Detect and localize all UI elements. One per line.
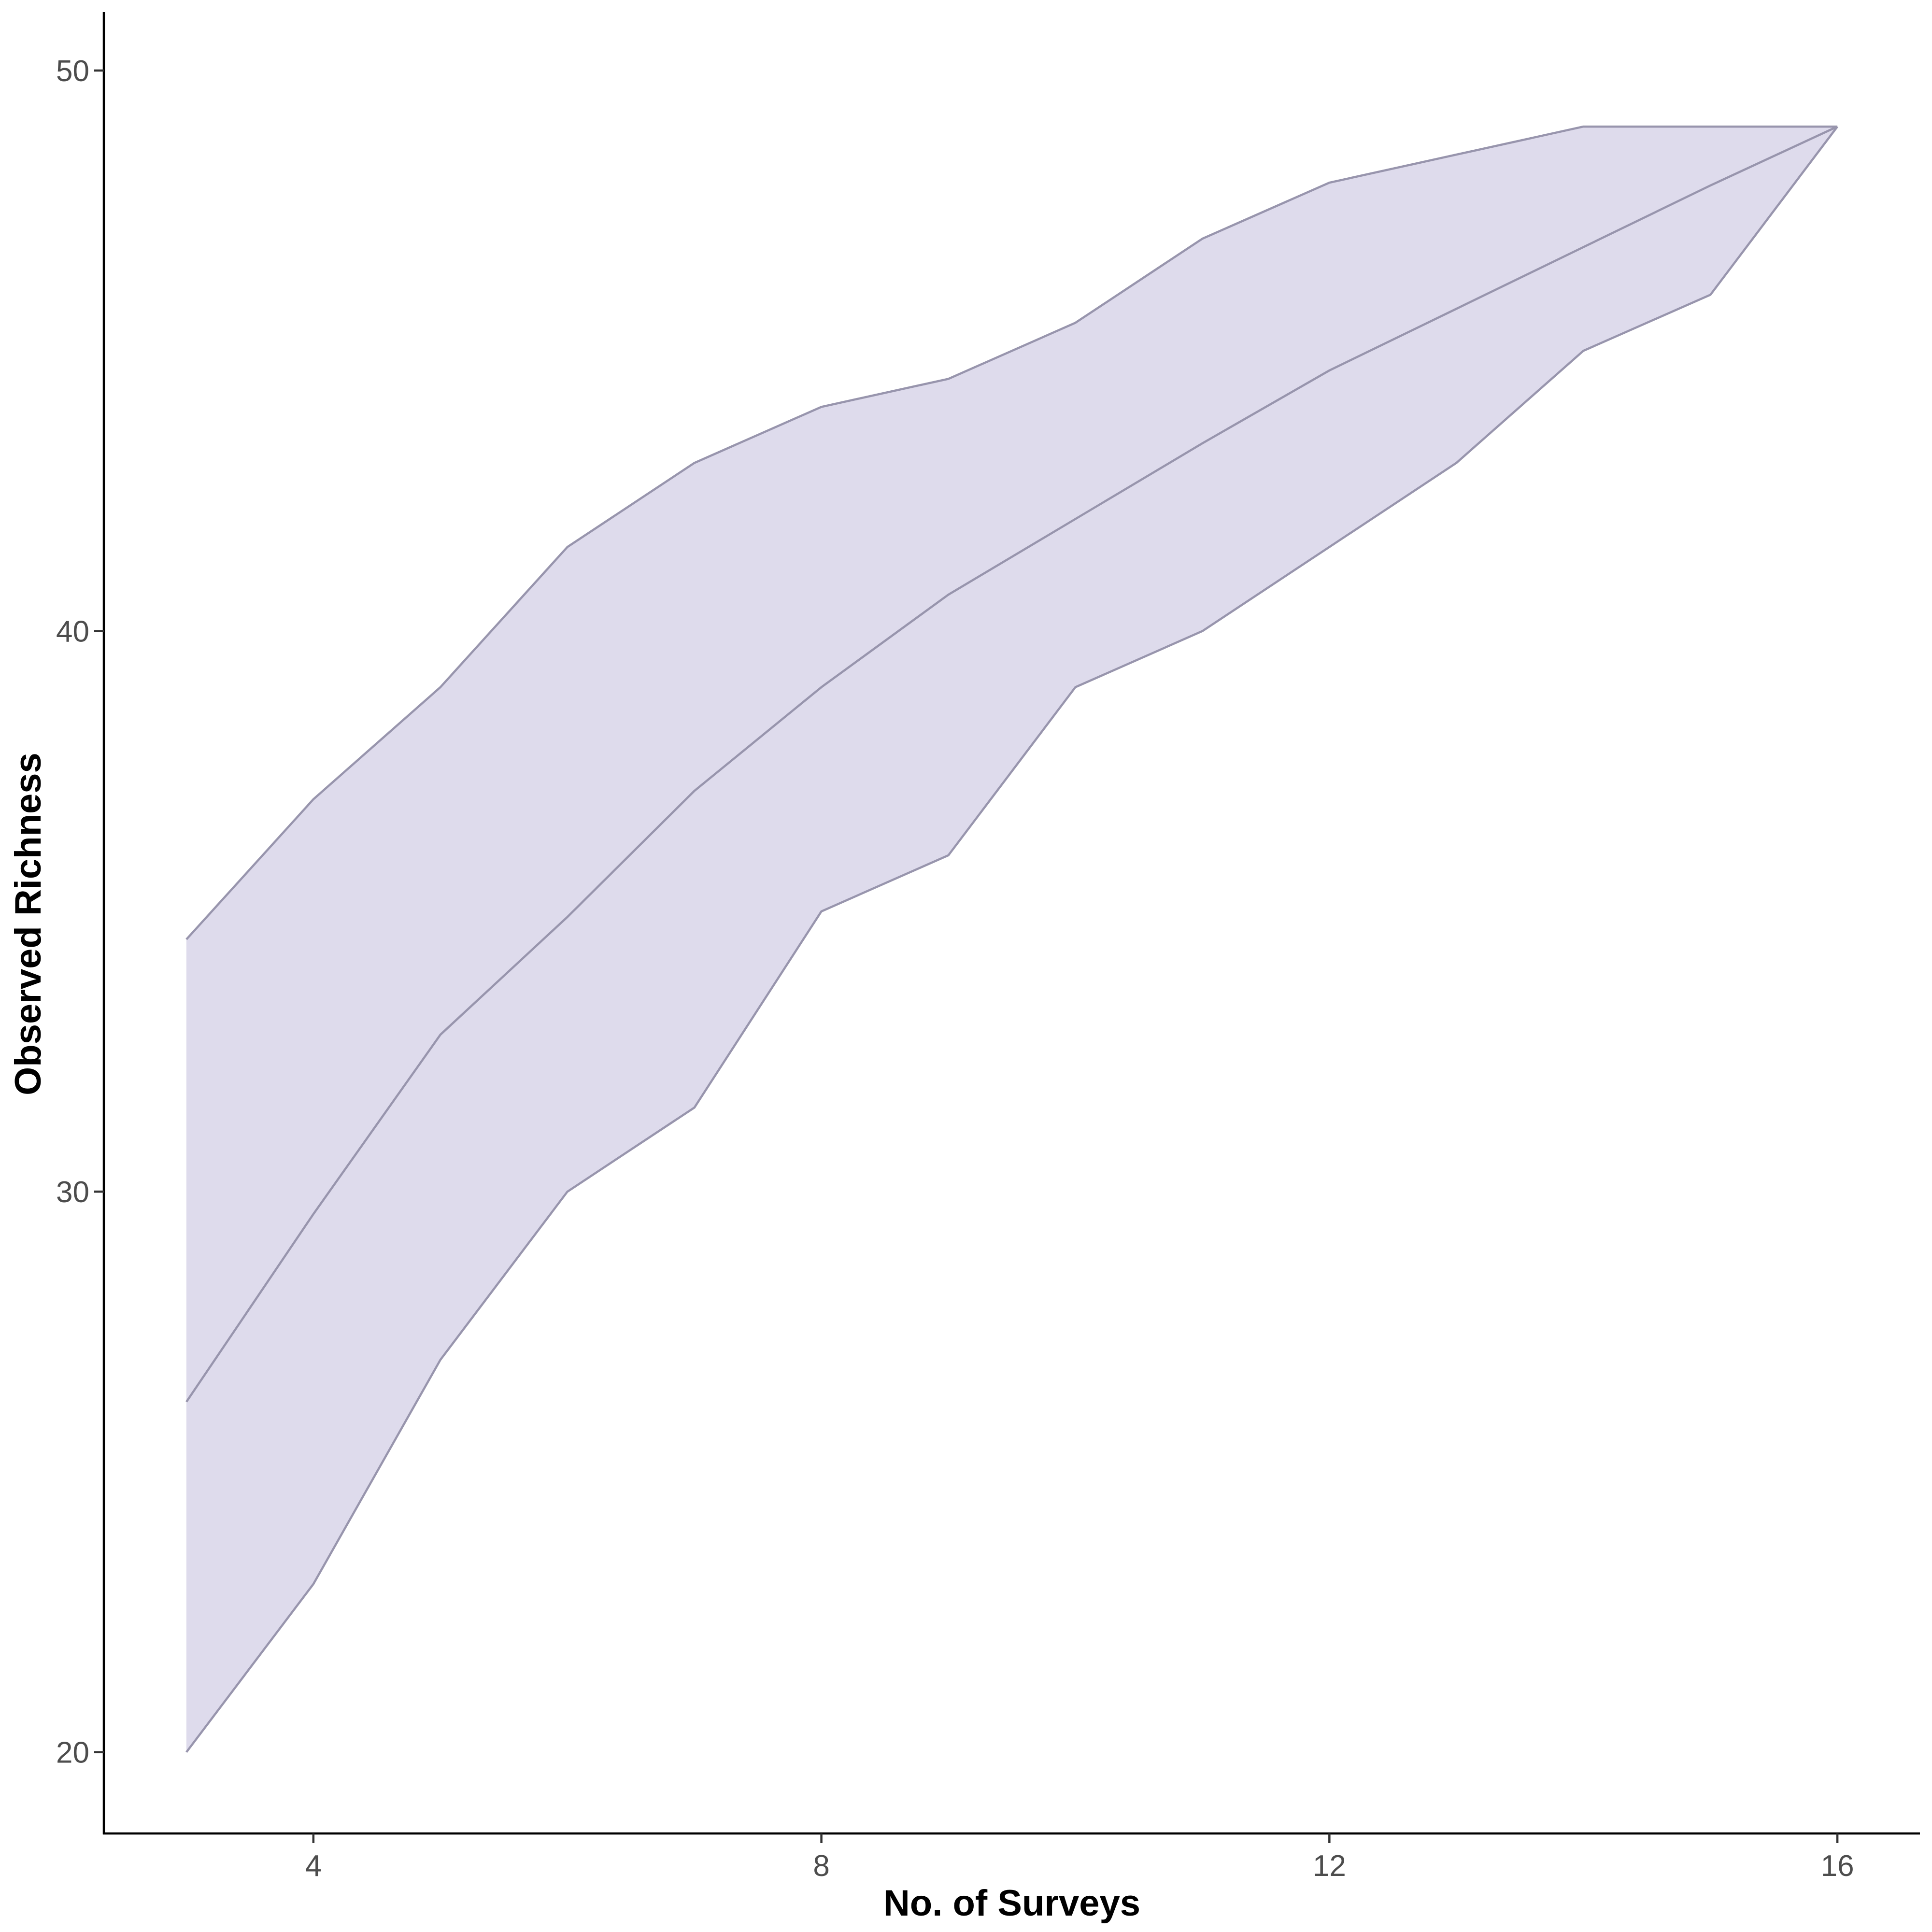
x-tick-label: 16 xyxy=(1821,1849,1854,1883)
y-tick-label: 30 xyxy=(56,1176,89,1209)
x-tick-label: 8 xyxy=(813,1849,829,1883)
lower-bound-line xyxy=(185,126,1838,1753)
x-axis-title: No. of Surveys xyxy=(883,1883,1140,1924)
y-tick-label: 40 xyxy=(56,615,89,649)
mean-line xyxy=(185,126,1838,1403)
x-tick-label: 4 xyxy=(305,1849,322,1883)
x-tick-label: 12 xyxy=(1313,1849,1346,1883)
ticks: 4 8 12 16 20 30 40 50 xyxy=(56,55,1854,1883)
y-axis-title: Observed Richness xyxy=(8,753,49,1095)
axes xyxy=(102,12,1920,1835)
y-tick-label: 20 xyxy=(56,1736,89,1770)
plot-area xyxy=(185,125,1838,1753)
confidence-ribbon xyxy=(186,127,1838,1752)
y-tick-label: 50 xyxy=(56,55,89,88)
upper-bound-line xyxy=(185,125,1838,940)
